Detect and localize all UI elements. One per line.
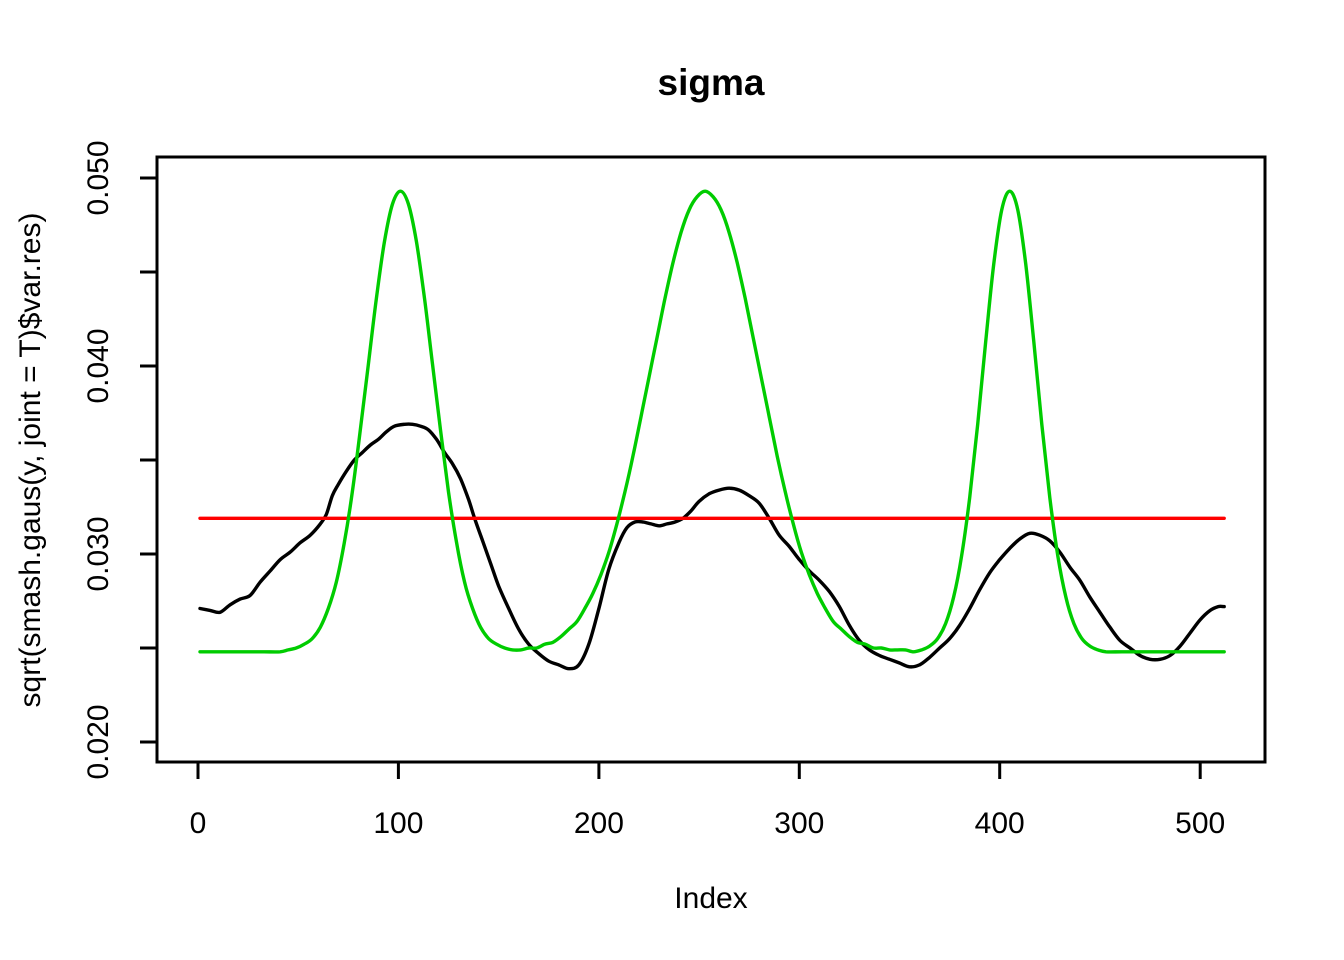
x-tick-label: 300 (774, 807, 824, 840)
x-axis-label: Index (674, 882, 747, 915)
y-axis-ticks: 0.020 0.030 0.040 0.050 (82, 140, 157, 780)
x-tick-label: 0 (190, 807, 207, 840)
y-tick-label: 0.020 (82, 704, 115, 779)
chart-title: sigma (658, 62, 765, 103)
y-tick-label: 0.040 (82, 328, 115, 403)
x-tick-label: 400 (975, 807, 1025, 840)
x-axis-ticks: 0 100 200 300 400 500 (190, 762, 1225, 840)
x-tick-label: 100 (373, 807, 423, 840)
y-tick-label: 0.030 (82, 516, 115, 591)
x-tick-label: 500 (1175, 807, 1225, 840)
plot-box (155, 155, 1267, 764)
series-green-true-sigma-line (198, 189, 1226, 654)
series-black-estimated-sigma-line (198, 422, 1226, 671)
x-tick-label: 200 (574, 807, 624, 840)
y-tick-label: 0.050 (82, 140, 115, 215)
series-group (198, 189, 1226, 671)
y-axis-label: sqrt(smash.gaus(y, joint = T)$var.res) (14, 213, 47, 708)
